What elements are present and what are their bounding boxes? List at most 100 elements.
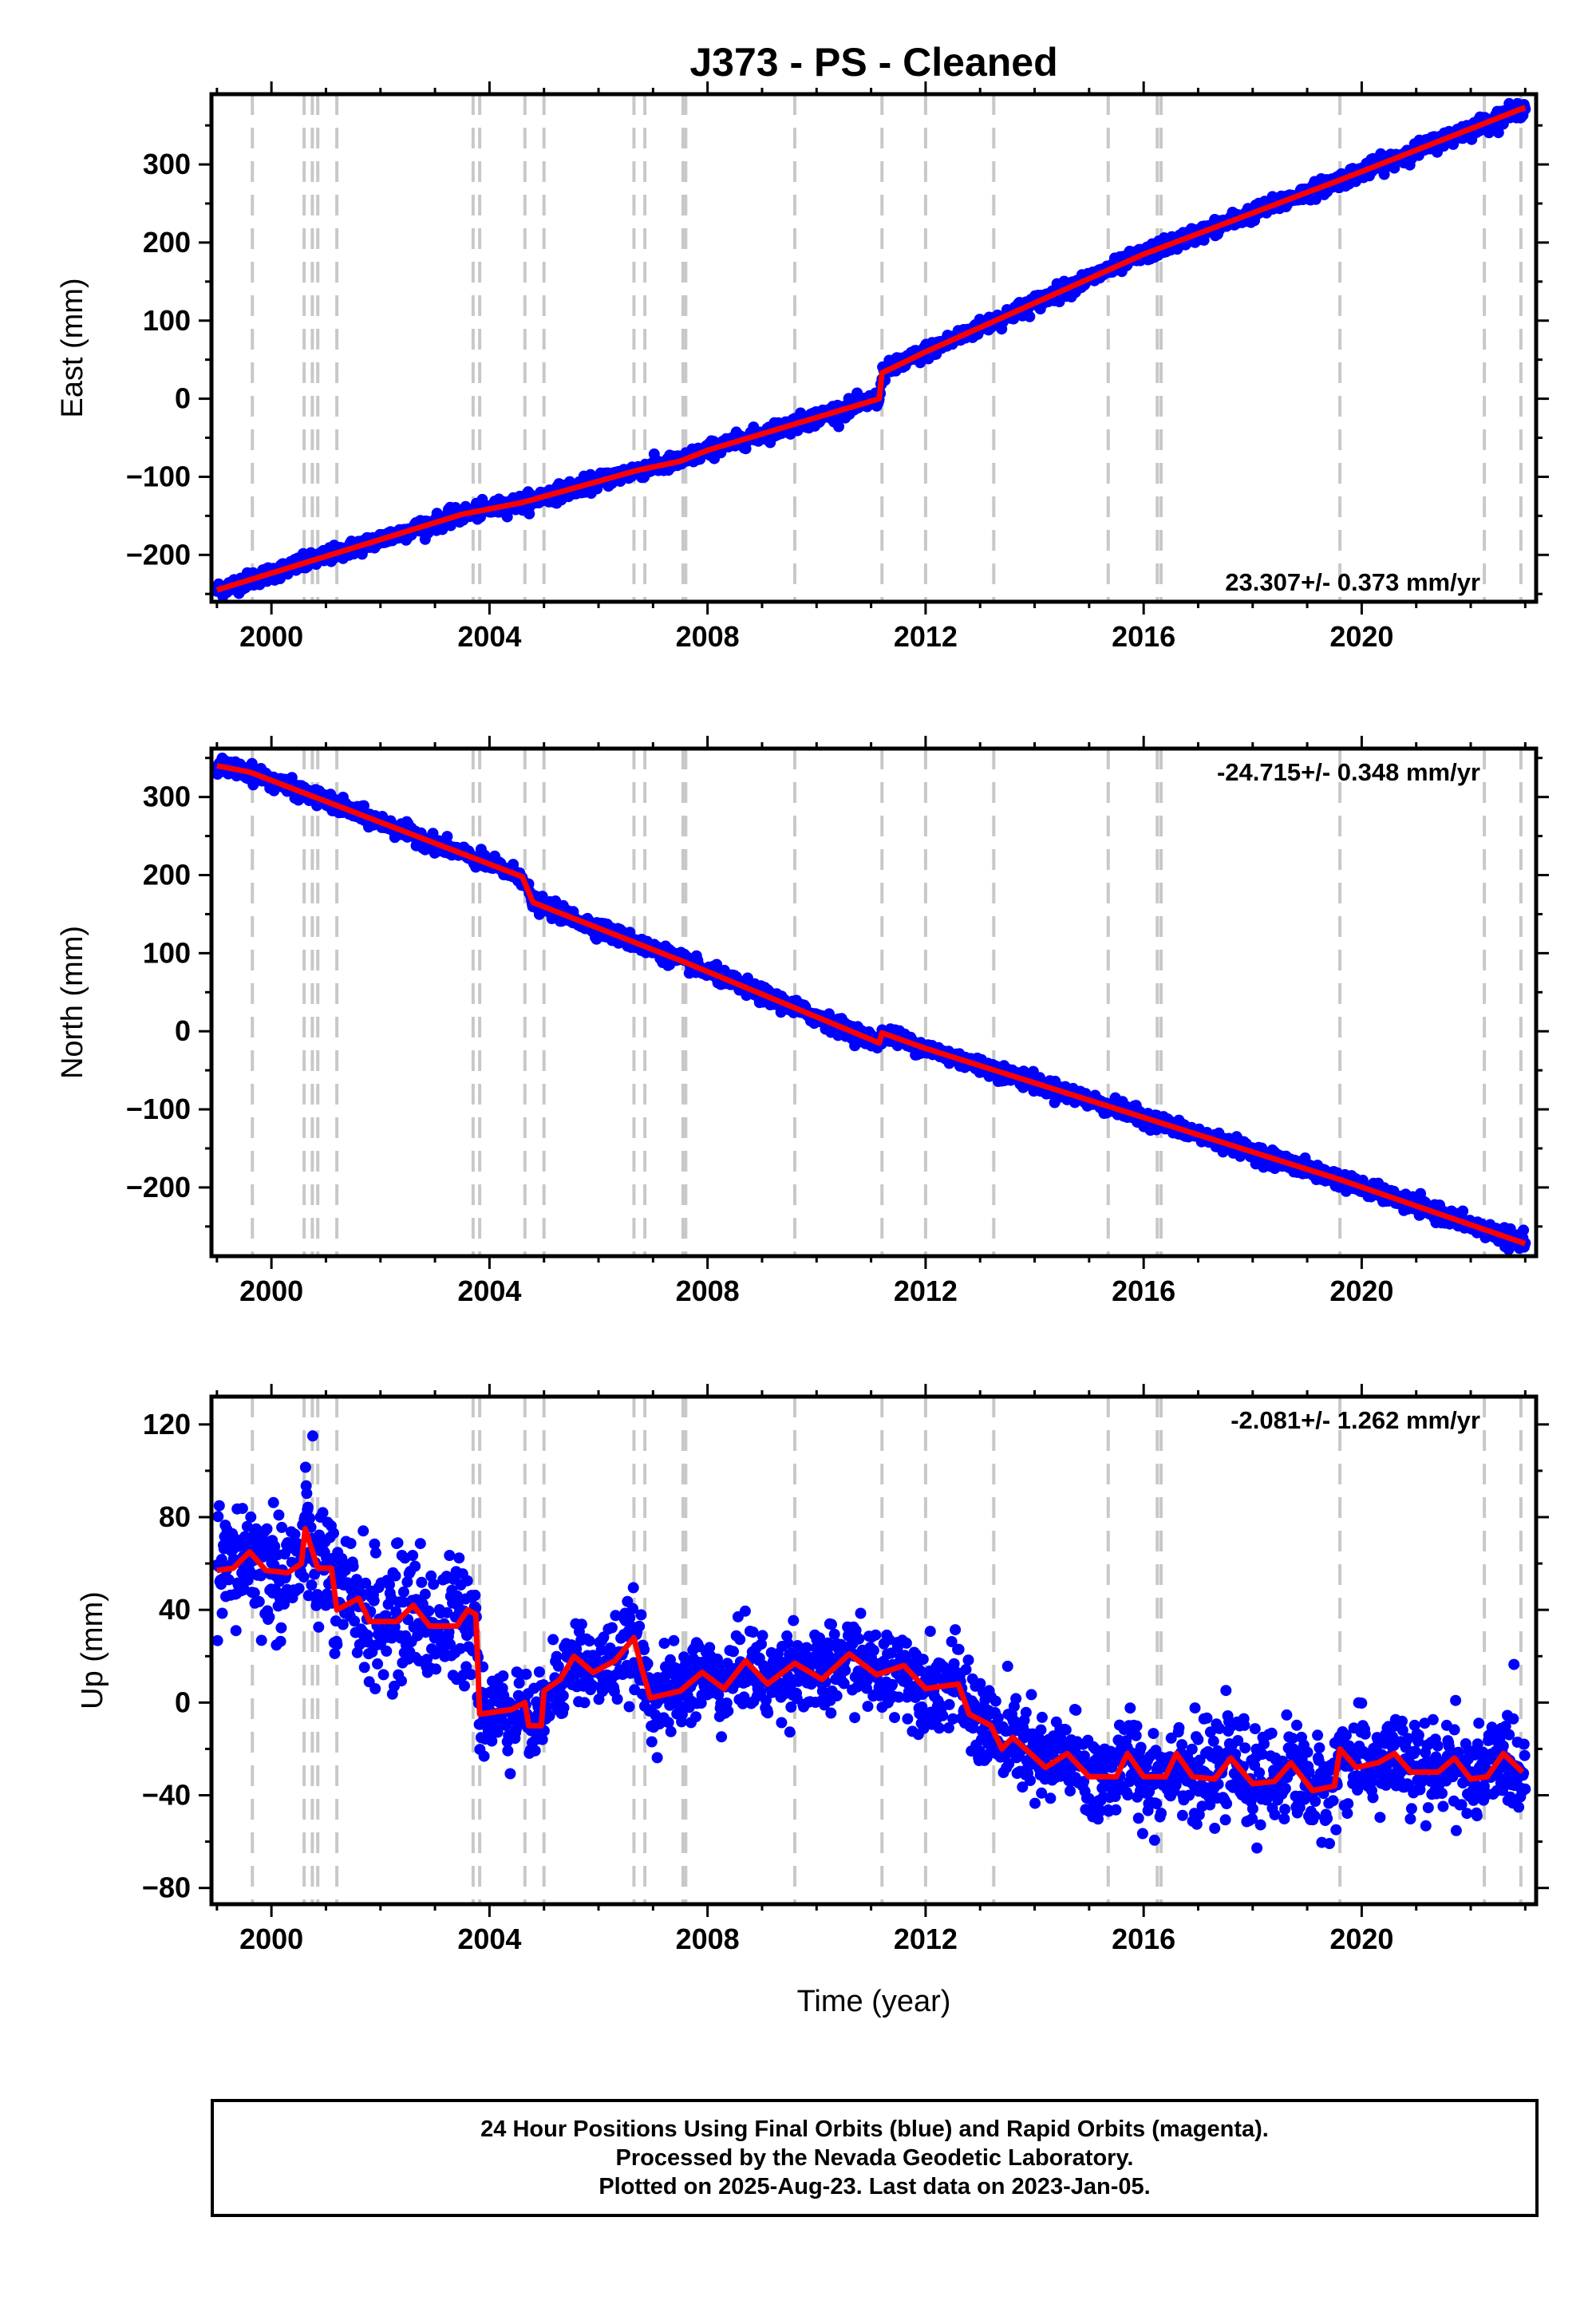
y-tick-label: 200 — [143, 226, 191, 259]
data-point — [711, 958, 723, 970]
data-point — [275, 1635, 286, 1647]
data-point — [345, 1538, 357, 1549]
data-point — [384, 1579, 395, 1591]
data-point — [317, 1507, 329, 1519]
plot-frame — [209, 746, 1539, 1259]
data-point — [293, 1583, 305, 1595]
data-point — [299, 1461, 311, 1473]
x-tick-label: 2000 — [239, 620, 303, 653]
data-point — [368, 1595, 380, 1607]
data-point — [268, 1559, 280, 1571]
rate-label: 23.307+/- 0.373 mm/yr — [1225, 568, 1480, 596]
plot-area — [211, 749, 1531, 1256]
data-point — [241, 1520, 253, 1532]
data-point — [396, 1675, 407, 1687]
data-point — [236, 1503, 248, 1515]
data-point — [276, 1521, 288, 1533]
data-point — [1503, 1243, 1515, 1255]
y-tick-label: 100 — [143, 936, 191, 969]
x-tick-label: 2016 — [1112, 1275, 1175, 1307]
data-point — [255, 1570, 267, 1582]
data-point — [369, 1547, 381, 1559]
y-axis-label: East (mm) — [56, 278, 89, 417]
data-point — [306, 1430, 318, 1442]
data-point — [392, 1537, 404, 1549]
data-point — [212, 1511, 224, 1523]
data-point — [1457, 1205, 1469, 1217]
data-point — [223, 1574, 235, 1586]
y-tick-label: 100 — [143, 304, 191, 337]
data-point — [1492, 127, 1504, 139]
x-tick-label: 2008 — [676, 620, 740, 653]
x-tick-label: 2004 — [457, 620, 521, 653]
data-points — [211, 1430, 1531, 1854]
data-point — [301, 1488, 313, 1500]
data-point — [275, 1622, 287, 1634]
data-point — [313, 1621, 325, 1633]
x-tick-label: 2012 — [894, 620, 958, 653]
x-tick-label: 2016 — [1112, 620, 1175, 653]
data-point — [331, 1638, 343, 1650]
data-point — [349, 1615, 361, 1627]
y-tick-label: 300 — [143, 781, 191, 813]
y-tick-label: −100 — [126, 460, 191, 492]
plot-area — [211, 94, 1531, 602]
y-tick-label: −100 — [126, 1093, 191, 1125]
data-point — [302, 1501, 314, 1513]
data-point — [372, 1658, 384, 1670]
chart-title: J373 - PS - Cleaned — [689, 40, 1057, 85]
data-point — [306, 1579, 318, 1591]
x-tick-label: 2008 — [676, 1275, 740, 1307]
data-point — [269, 1583, 281, 1595]
data-point — [304, 1512, 316, 1524]
data-point — [397, 1586, 409, 1598]
data-point — [369, 1538, 381, 1550]
data-point — [216, 1607, 228, 1619]
north-panel: 2000 2004 2008 2012 2016 2020−200−10001002003… — [56, 736, 1549, 1307]
data-point — [337, 1618, 349, 1630]
plot-area — [211, 1397, 1531, 1904]
data-point — [833, 421, 844, 433]
data-point — [369, 1683, 381, 1694]
data-point — [215, 1554, 227, 1566]
data-point — [230, 1625, 242, 1637]
x-tick-label: 2000 — [239, 1275, 303, 1307]
y-tick-label: 0 — [175, 1014, 191, 1047]
data-point — [213, 1500, 225, 1512]
up-panel: 2000 2004 2008 2012 2016 2020−80−4004080120Up… — [76, 1384, 1549, 1955]
data-point — [242, 1574, 254, 1586]
data-point — [267, 1496, 279, 1508]
data-point — [1024, 310, 1036, 322]
data-point — [407, 1550, 419, 1561]
model-fit-line — [216, 763, 1527, 1247]
data-point — [377, 1669, 389, 1681]
data-point — [245, 1511, 257, 1523]
x-tick-label: 2020 — [1329, 620, 1393, 653]
y-tick-label: 300 — [143, 148, 191, 180]
data-point — [263, 1611, 275, 1623]
data-point — [309, 1568, 321, 1580]
data-point — [328, 1528, 339, 1539]
data-point — [261, 1523, 273, 1535]
data-point — [211, 1634, 223, 1646]
y-tick-label: 0 — [175, 382, 191, 415]
data-point — [279, 1598, 290, 1610]
data-point — [347, 1560, 359, 1572]
data-point — [253, 1595, 265, 1607]
x-tick-label: 2004 — [457, 1275, 521, 1307]
data-point — [248, 1587, 260, 1599]
data-point — [358, 1662, 370, 1674]
data-point — [298, 1571, 310, 1583]
x-tick-label: 2012 — [894, 1275, 958, 1307]
data-points — [211, 97, 1531, 602]
data-point — [358, 1525, 369, 1537]
data-point — [360, 1577, 372, 1589]
y-tick-label: 200 — [143, 859, 191, 891]
y-tick-label: −200 — [126, 538, 191, 571]
data-point — [255, 1634, 267, 1646]
data-point — [381, 1645, 393, 1657]
y-axis-label: North (mm) — [56, 926, 89, 1079]
model-fit-line — [215, 105, 1527, 593]
east-panel: 2000 2004 2008 2012 2016 2020 −200 −100 0 100 200 3… — [56, 81, 1549, 653]
